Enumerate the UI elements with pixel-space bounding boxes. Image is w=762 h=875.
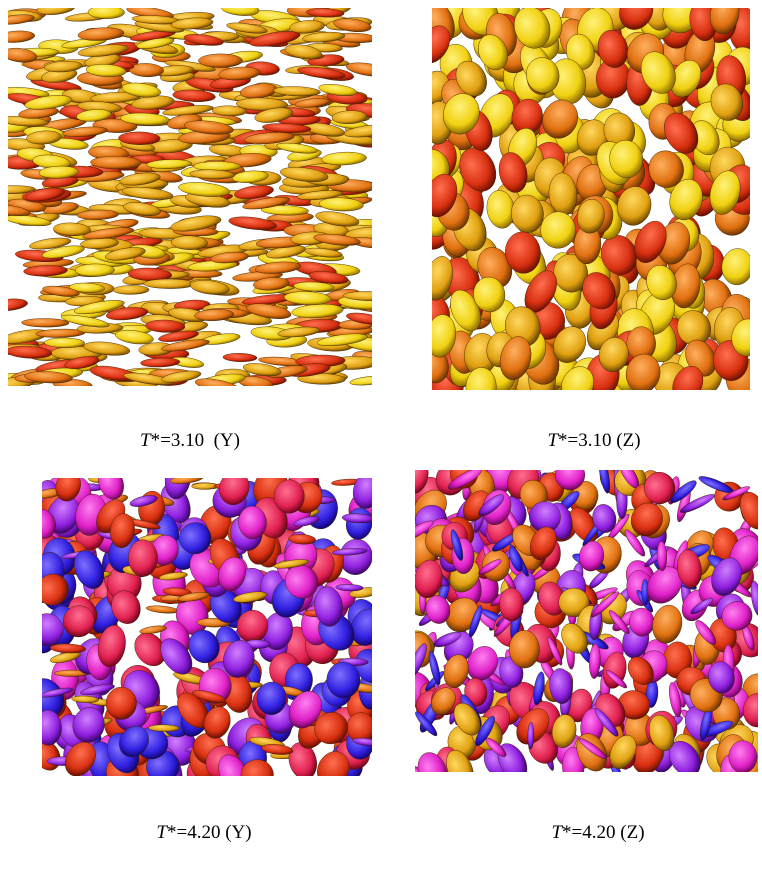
particle bbox=[189, 278, 230, 296]
simulation-snapshot bbox=[21, 456, 394, 801]
particle bbox=[21, 318, 69, 327]
particle bbox=[349, 374, 389, 386]
caption-text: *=3.10 (Z) bbox=[558, 430, 640, 451]
caption: T*=4.20 (Z) bbox=[551, 822, 644, 843]
particle bbox=[146, 605, 179, 615]
caption-text: *=4.20 (Z) bbox=[562, 822, 644, 843]
caption: T*=3.10 (Z) bbox=[547, 430, 640, 451]
particle bbox=[194, 161, 241, 171]
caption-text: *=4.20 (Y) bbox=[167, 822, 252, 843]
simulation-snapshot bbox=[394, 452, 762, 794]
simulation-snapshot bbox=[412, 0, 762, 411]
particle bbox=[720, 247, 754, 286]
simulation-snapshot bbox=[0, 0, 395, 395]
particle bbox=[129, 63, 164, 78]
particle bbox=[0, 13, 35, 26]
particle bbox=[75, 264, 115, 277]
figure: T*=3.10 (Y) T*=3.10 (Z) T*=4.20 (Y) T*=4… bbox=[0, 0, 762, 875]
particle bbox=[255, 260, 302, 275]
particle bbox=[0, 30, 35, 44]
caption-text: *=3.10 (Y) bbox=[151, 430, 240, 451]
particle bbox=[88, 6, 125, 19]
page: T*=3.10 (Y) T*=3.10 (Z) T*=4.20 (Y) T*=4… bbox=[0, 0, 762, 875]
particle bbox=[198, 54, 242, 68]
particle bbox=[144, 279, 196, 289]
particle bbox=[221, 1, 260, 17]
particle bbox=[113, 285, 149, 294]
particle bbox=[223, 353, 257, 362]
particle bbox=[50, 643, 86, 653]
particle bbox=[78, 26, 125, 41]
particle bbox=[128, 540, 157, 577]
caption: T*=4.20 (Y) bbox=[156, 822, 251, 843]
particle bbox=[326, 662, 360, 699]
particle bbox=[0, 297, 28, 312]
particle bbox=[140, 357, 180, 367]
caption: T*=3.10 (Y) bbox=[140, 430, 240, 451]
particle bbox=[322, 151, 367, 166]
particle bbox=[36, 0, 76, 17]
